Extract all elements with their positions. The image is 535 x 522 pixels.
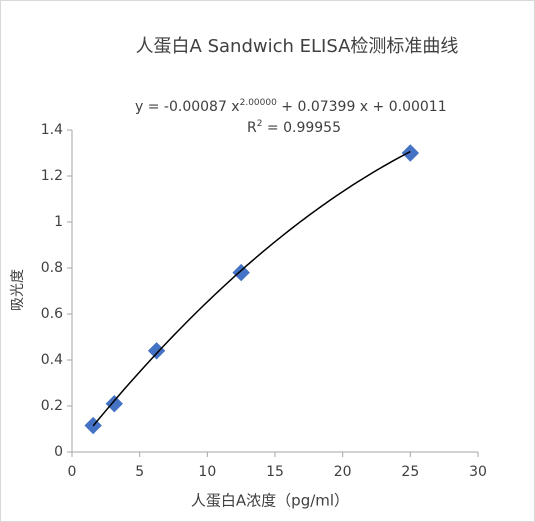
y-tick-label: 1.4 (41, 122, 63, 138)
y-axis-label: 吸光度 (10, 269, 26, 311)
r-squared: R2 = 0.99955 (247, 119, 341, 137)
y-tick-label: 0.8 (41, 260, 63, 276)
marker (232, 263, 250, 282)
r-squared-rest: = 0.99955 (262, 120, 341, 136)
trendline-equation: y = -0.00087 x2.00000 + 0.07399 x + 0.00… (135, 98, 447, 116)
chart-title: 人蛋白A Sandwich ELISA检测标准曲线 (136, 36, 459, 57)
equation-rest: + 0.07399 x + 0.00011 (277, 99, 447, 115)
y-tick-label: 1 (54, 214, 63, 230)
x-tick-label: 10 (198, 464, 216, 480)
x-tick-label: 30 (469, 464, 487, 480)
y-tick-label: 0.2 (41, 398, 63, 414)
marker (105, 394, 123, 413)
x-tick-label: 20 (334, 464, 352, 480)
y-tick-label: 0 (54, 444, 63, 460)
y-tick-label: 0.6 (41, 306, 63, 322)
equation-text: y = -0.00087 x (135, 99, 240, 115)
trendline (92, 150, 411, 427)
x-axis-label: 人蛋白A浓度（pg/ml） (191, 492, 349, 510)
marker (401, 144, 420, 162)
y-tick-label: 1.2 (41, 168, 63, 184)
x-tick-label: 15 (266, 464, 284, 480)
y-tick-label: 0.4 (41, 352, 63, 368)
r-squared-text: R (247, 120, 257, 136)
x-tick-label: 5 (135, 464, 144, 480)
x-tick-label: 25 (401, 464, 419, 480)
equation-exponent: 2.00000 (240, 98, 277, 108)
x-tick-label: 0 (68, 464, 77, 480)
r-squared-exponent: 2 (257, 119, 263, 129)
